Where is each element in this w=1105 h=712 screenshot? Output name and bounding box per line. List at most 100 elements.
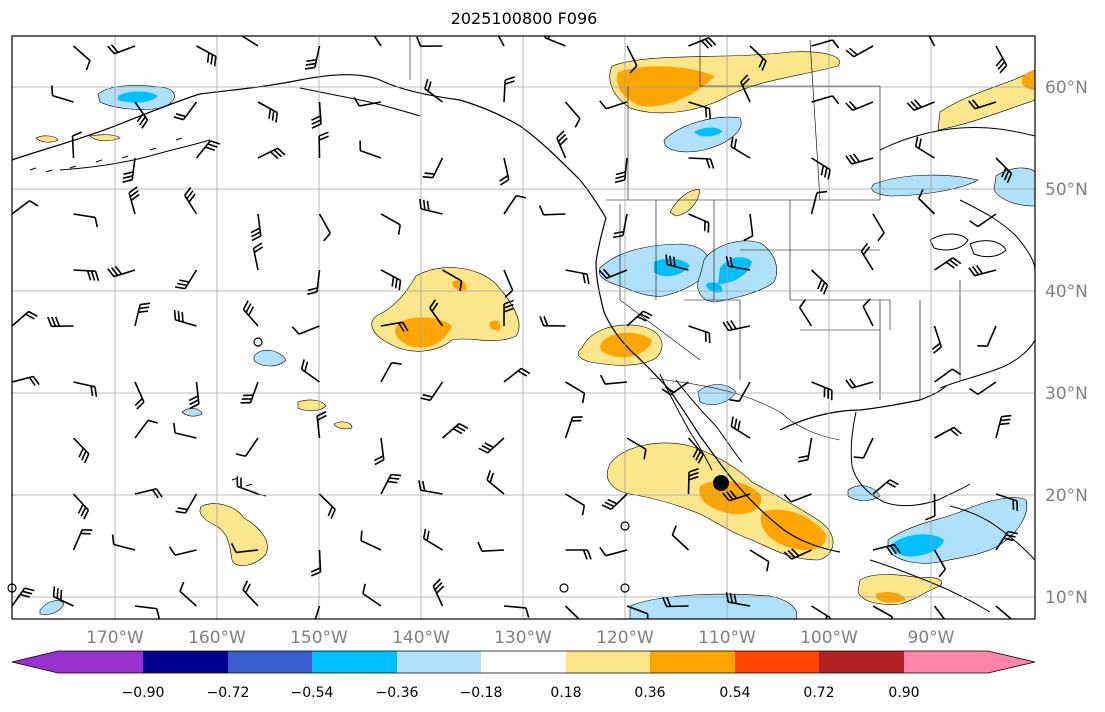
wind-barb-feather [599,270,608,279]
wind-barb-feather [503,299,514,305]
negative-anomaly-region [253,349,287,367]
longitude-labels: 170°W 160°W 150°W 140°W 130°W 120°W 110°… [86,628,955,648]
wind-barb-feather [816,190,828,194]
wind-barb-feather [637,315,647,322]
wind-barb-feather [304,623,314,624]
negative-anomaly-region [847,485,881,501]
wind-barb-staff [12,550,13,552]
wind-barb-feather [615,171,626,176]
wind-barb-staff [52,94,74,103]
wind-barb-feather [25,313,35,320]
wind-barb-feather [29,200,39,207]
wind-barb-staff [503,195,517,215]
wind-barb-feather [242,300,249,310]
wind-barb-feather [147,419,158,424]
wind-barb-feather [77,504,84,514]
map-frame [11,35,1036,620]
wind-barb-staff [810,192,818,215]
wind-barb-feather [189,399,199,406]
wind-barb-feather [969,387,979,396]
wind-barb-feather [910,100,919,110]
wind-barb-feather [783,493,792,503]
wind-barb-feather [86,270,92,281]
wind-barb-staff [380,213,401,226]
wind-barb-feather [458,422,469,430]
wind-barb-feather [307,291,318,296]
wind-barb-feather [207,143,218,148]
wind-barb-feather [184,186,192,196]
wind-barb-staff [236,549,259,554]
wind-barb-feather [271,110,275,121]
lat-label: 20°N [1045,486,1088,506]
wind-barb-feather [599,100,607,110]
wind-barb-feather [726,320,733,331]
positive-anomaly-region [669,189,701,217]
wind-barb-feather [230,543,237,553]
storm-center-marker [713,475,729,491]
wind-barb-feather [90,270,96,281]
wind-barb-feather [832,39,840,49]
negative-anomaly-core [718,257,752,284]
wind-barb-feather [0,512,9,514]
colorbar-segment [397,651,481,673]
wind-barb-feather [586,549,592,560]
wind-barb-feather [304,361,309,372]
wind-barb-staff [995,605,1013,619]
wind-barb-feather [504,80,515,85]
wind-barb-feather [817,279,823,290]
wind-barb-feather [893,544,901,554]
wind-barb-feather [999,422,1010,426]
wind-barb-feather [708,37,717,46]
negative-anomaly-region [871,174,979,197]
wind-barb-staff [790,493,812,503]
colorbar-outline [11,650,1036,674]
wind-barb-staff [811,95,833,103]
wind-barb-feather [397,224,401,235]
wind-barb-feather [434,581,443,591]
wind-barb-feather [629,65,638,74]
wind-barb-feather [374,455,384,462]
wind-barb-feather [557,133,567,142]
wind-barb-feather [688,467,699,473]
wind-barb-feather [604,501,615,508]
wind-barb-feather [599,374,606,385]
wind-barb-staff [626,45,638,67]
wind-barb-feather [481,444,492,451]
wind-barb-feather [268,108,272,119]
wind-barb-feather [975,265,984,275]
wind-barb-feather [639,313,650,320]
lat-label: 10°N [1045,588,1088,608]
wind-barb-feather [273,149,283,158]
wind-barb-feather [486,470,492,481]
colorbar-tick-label: 0.72 [803,685,834,701]
wind-barb-feather [168,546,176,556]
wind-barb-staff [564,101,581,120]
wind-barb-feather [310,571,321,577]
lon-label: 160°W [188,628,246,648]
wind-barb-feather [791,548,800,557]
wind-barb-feather [931,342,941,351]
wind-barb-staff [811,39,833,47]
wind-barb-feather [122,179,133,183]
wind-barb-feather [918,138,922,149]
positive-anomaly-region [937,69,1035,131]
wind-barb-feather [136,113,144,123]
colorbar-segment [481,651,566,673]
wind-barb-feather [516,194,527,199]
colorbar-tick-label: 0.36 [634,685,665,701]
lon-label: 150°W [290,628,348,648]
wind-barb-feather [862,298,871,307]
wind-barb-staff [134,605,157,610]
wind-barb-staff [605,381,628,385]
wind-barb-feather [239,25,241,35]
lat-label: 40°N [1045,282,1088,302]
wind-barb-feather [692,448,699,458]
wind-barb-staff [543,213,566,216]
wind-barb-feather [253,242,263,250]
wind-barb-feather [291,326,300,335]
lat-label: 30°N [1045,384,1088,404]
wind-barb-staff [12,438,13,440]
wind-barb-feather [906,102,915,111]
wind-barb-feather [729,399,740,402]
